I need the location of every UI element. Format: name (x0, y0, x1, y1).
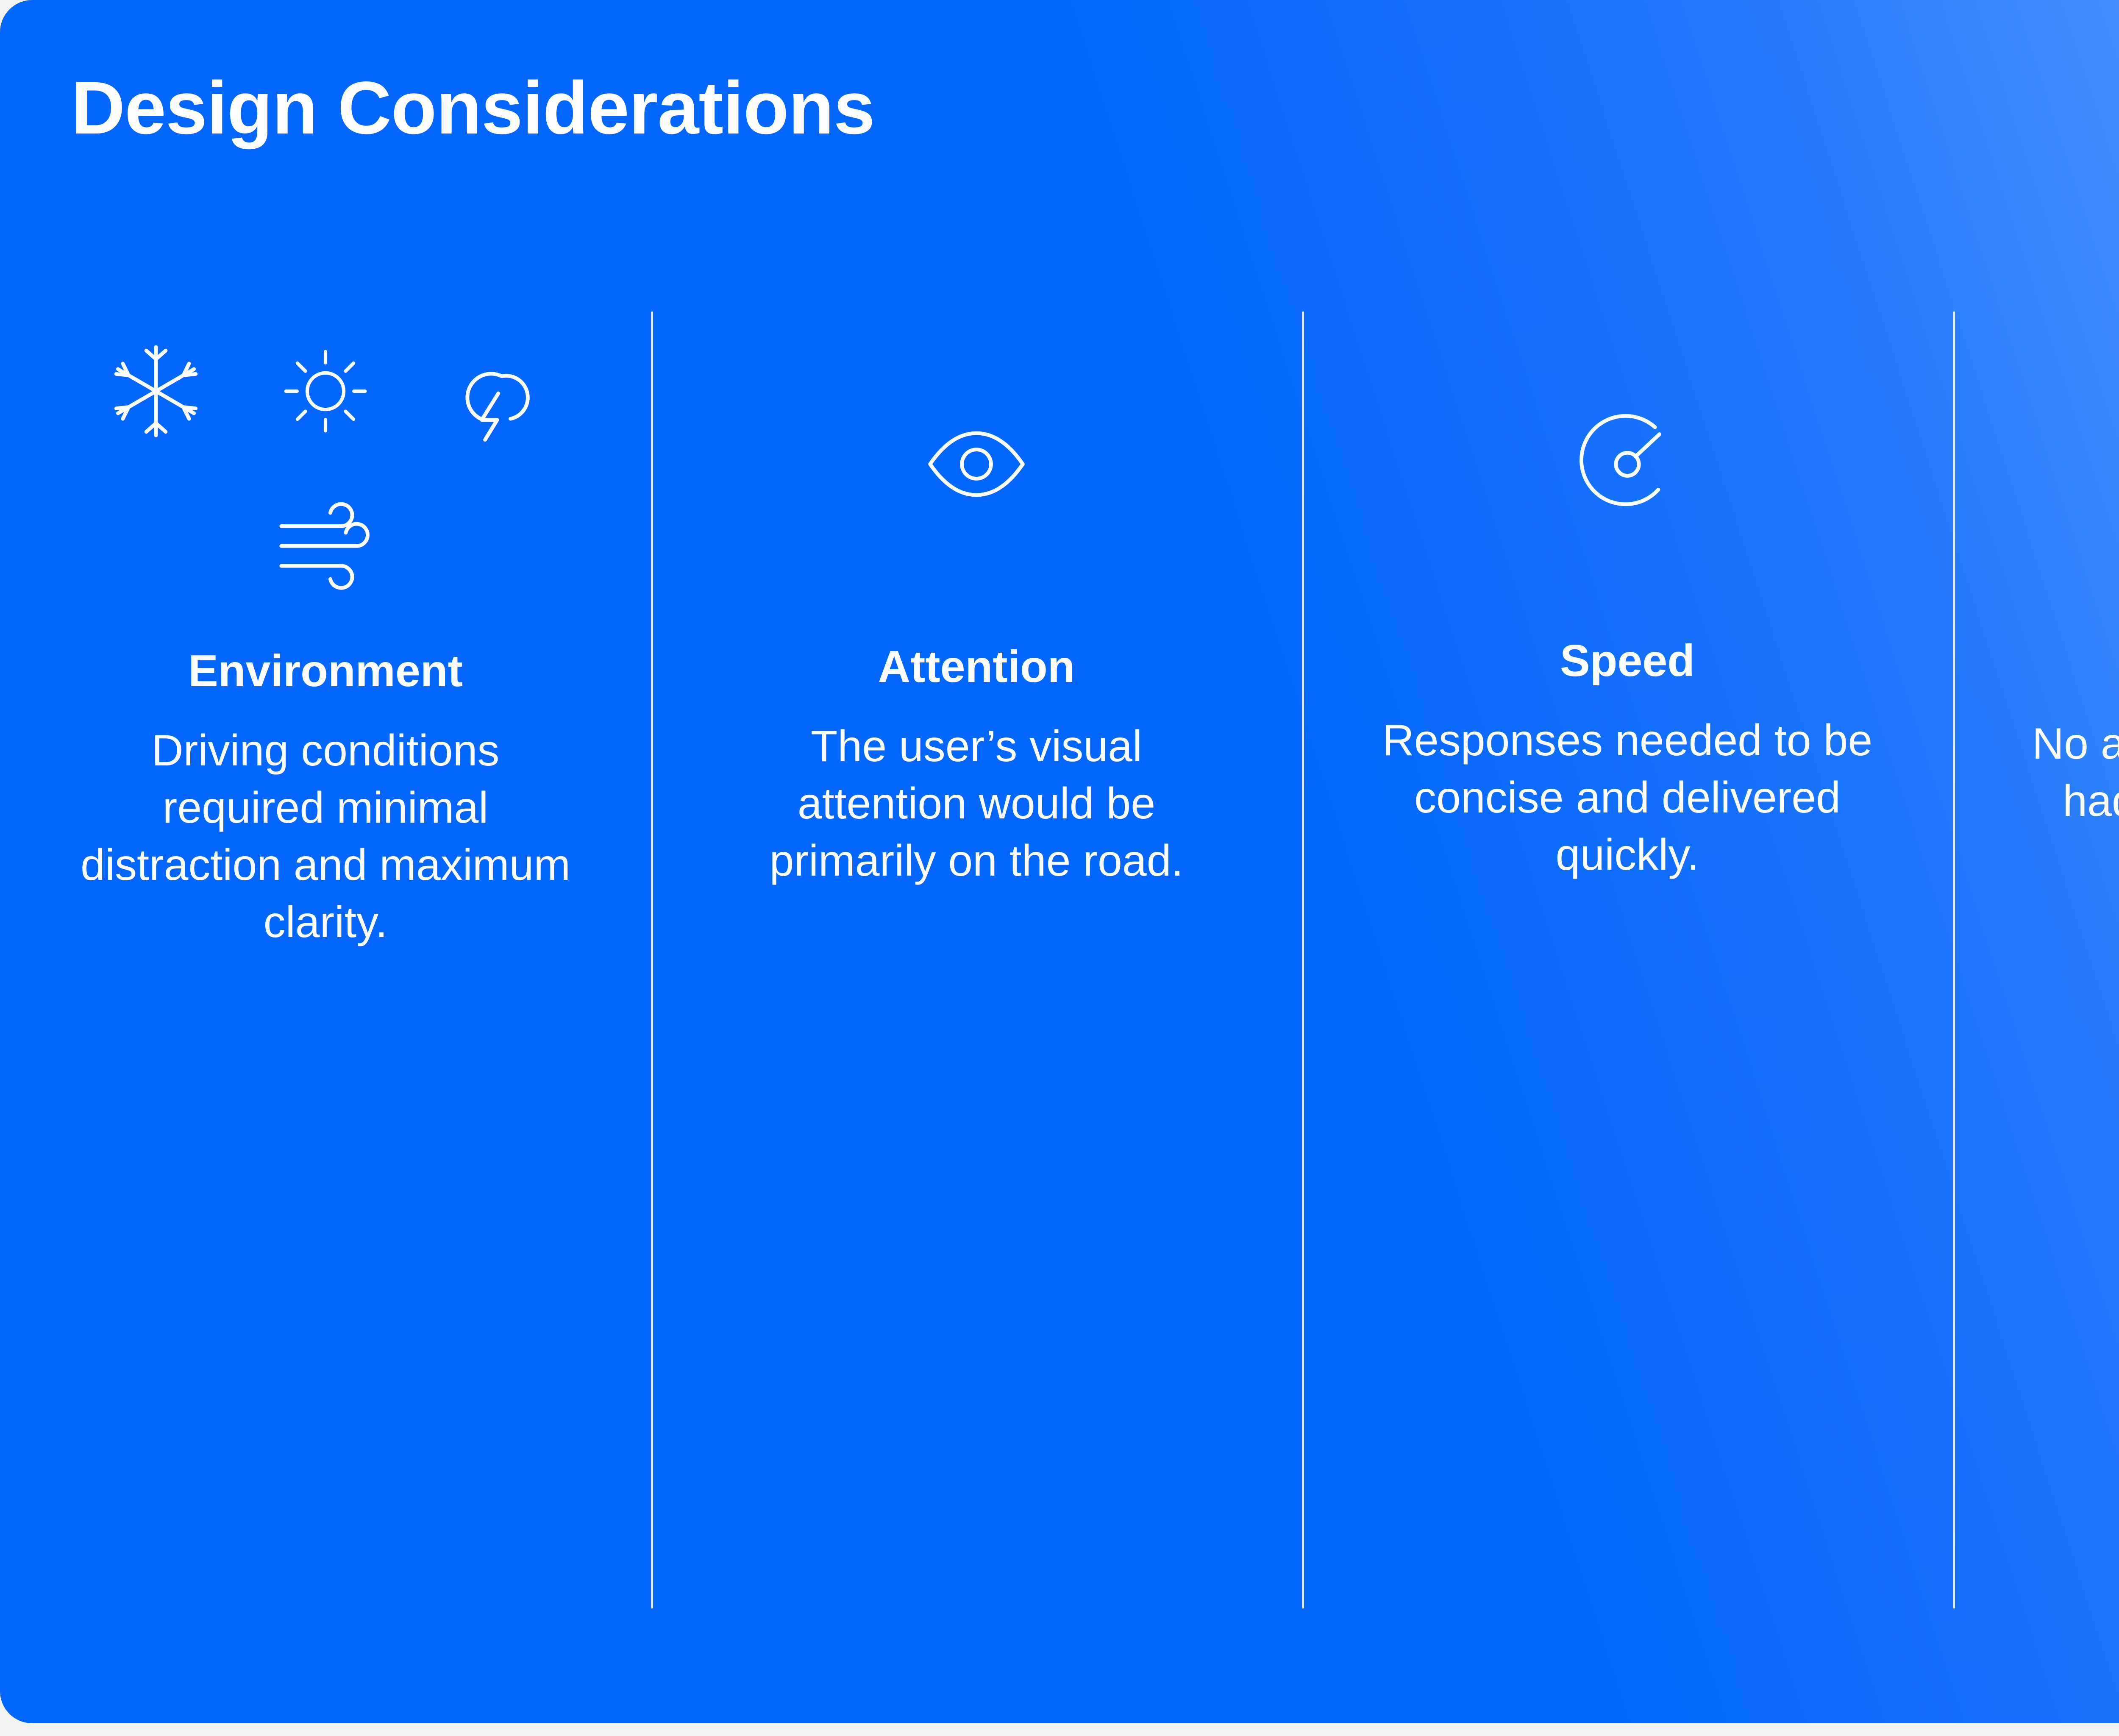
column-body-environment: Driving conditions required minimal dist… (81, 726, 570, 947)
page-title: Design Considerations (71, 67, 875, 150)
speedometer-gauge-icon (1543, 312, 1712, 608)
column-body-speed: Responses needed to be concise and deliv… (1382, 715, 1873, 879)
wind-icon (241, 467, 410, 620)
consideration-column-environment: Environment Driving conditions required … (0, 312, 651, 1608)
considerations-columns: Environment Driving conditions required … (0, 312, 2119, 1608)
thunderstorm-cloud-icon (410, 315, 580, 467)
consideration-column-attention: Attention The user’s visual attention wo… (651, 312, 1302, 1608)
column-body-attention: The user’s visual attention would be pri… (769, 721, 1184, 885)
sun-icon (241, 315, 410, 467)
column-title-attention: Attention (878, 642, 1075, 692)
column-title-environment: Environment (188, 646, 463, 696)
consideration-column-clarity: Clarity No ambiguity -- language had to … (1953, 312, 2119, 1608)
column-body-clarity: No ambiguity -- language had to be immed… (2032, 719, 2119, 826)
speed-icon-group (1327, 312, 1927, 608)
environment-icon-group (25, 315, 626, 620)
snowflake-icon (71, 315, 241, 467)
clarity-icon-group (1978, 315, 2119, 612)
column-title-speed: Speed (1560, 636, 1695, 686)
consideration-column-speed: Speed Responses needed to be concise and… (1302, 312, 1953, 1608)
eye-icon (892, 316, 1061, 612)
attention-icon-group (676, 316, 1276, 612)
